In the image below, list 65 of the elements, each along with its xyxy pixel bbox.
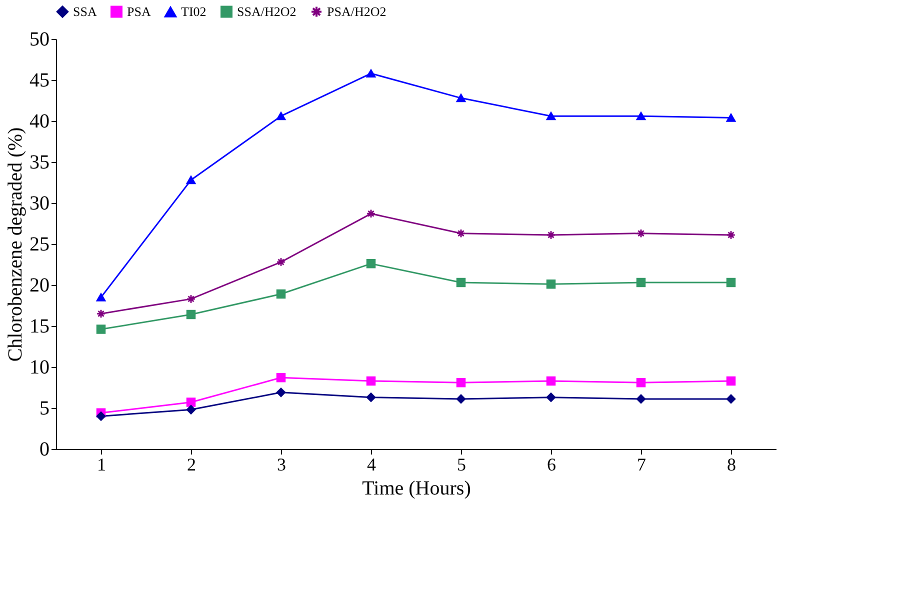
point [276,388,286,398]
y-tick-label: 50 [30,28,50,50]
point [726,278,736,288]
legend-label: PSA [127,4,152,19]
point [366,69,376,78]
point [276,112,286,120]
point [636,228,646,238]
point [546,280,556,289]
y-axis-title: Chlorobenzene degraded (%) [4,127,26,362]
point [186,310,196,320]
y-tick-label: 25 [30,234,50,256]
point [96,309,106,318]
point [546,376,556,386]
y-tick-label: 5 [40,398,50,420]
point [276,257,286,267]
point [96,412,106,421]
point [636,394,646,404]
point [546,230,556,240]
point [96,324,106,334]
point [456,94,466,102]
y-tick-label: 35 [30,152,50,174]
point [186,398,196,407]
point [366,376,376,386]
x-tick-label: 6 [547,454,556,474]
point [456,278,466,288]
x-tick-label: 3 [277,454,286,474]
y-tick-label: 45 [30,70,50,92]
point [456,228,466,238]
point [456,394,466,404]
legend-label: SSA/H2O2 [237,4,296,19]
legend-label: SSA [73,4,98,19]
x-tick-label: 2 [187,454,196,474]
point [366,392,376,402]
x-axis-title: Time (Hours) [362,478,471,500]
point [546,112,556,120]
point [96,293,106,302]
x-tick-label: 5 [457,454,466,474]
point [186,176,196,184]
x-tick-label: 8 [727,454,736,474]
point [546,392,556,402]
point [726,114,736,122]
point [636,112,646,120]
point [276,373,286,382]
y-tick-label: 10 [30,356,50,378]
point [636,378,646,388]
y-tick-label: 0 [40,438,50,460]
point [726,394,736,404]
point [636,278,646,288]
point [366,259,376,268]
point [186,405,196,414]
legend-label: PSA/H2O2 [327,4,386,19]
point [726,376,736,386]
y-tick-label: 20 [30,274,50,296]
point [366,209,376,218]
point [456,378,466,388]
y-tick-label: 15 [30,316,50,338]
y-tick-label: 40 [30,110,50,132]
y-tick-label: 30 [30,192,50,214]
x-tick-label: 4 [367,454,376,474]
point [186,294,196,304]
legend-label: TI02 [181,4,206,20]
x-tick-label: 1 [97,454,106,474]
point [726,230,736,240]
x-tick-label: 7 [637,454,646,474]
point [276,289,286,299]
